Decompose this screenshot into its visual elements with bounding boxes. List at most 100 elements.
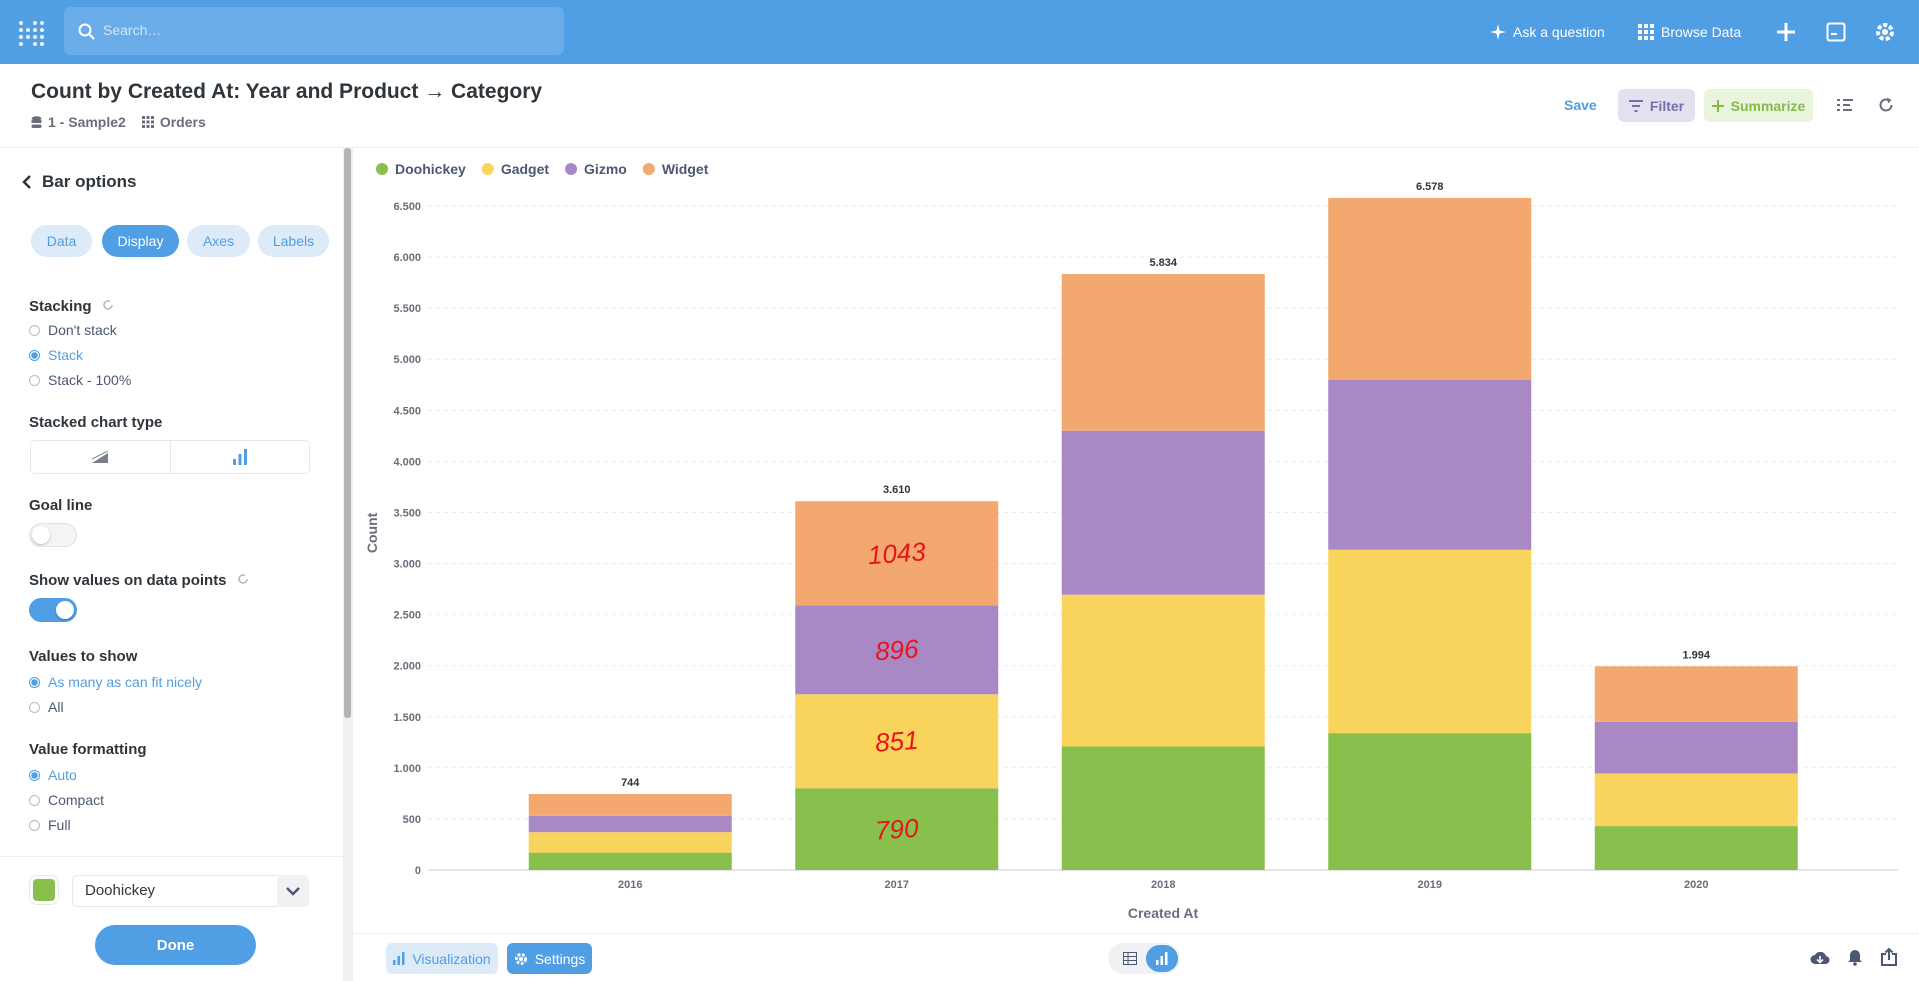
total-label: 3.610 [883,484,911,496]
total-label: 744 [621,777,640,789]
legend-label: Widget [662,161,709,177]
table-view[interactable] [1123,952,1137,965]
radio-option[interactable]: As many as can fit nicely [29,674,202,690]
filter-button[interactable]: Filter [1618,89,1695,122]
save-button[interactable]: Save [1564,97,1597,113]
annotation: 790 [874,813,920,846]
grid-icon [1638,24,1654,40]
legend-label: Gizmo [584,161,627,177]
radio-option[interactable]: All [29,699,64,715]
share-button[interactable] [1881,948,1897,966]
y-tick-label: 1.500 [393,712,421,724]
radio-label: As many as can fit nicely [48,674,203,690]
series-expand[interactable] [277,875,309,907]
done-button[interactable]: Done [95,925,256,965]
search-box[interactable]: Search… [64,7,564,55]
table-name[interactable]: Orders [159,114,206,130]
bar-segment [1061,594,1265,747]
view-toggle [1108,943,1180,974]
tab[interactable]: Display [102,225,179,257]
radio-option[interactable]: Don't stack [29,322,117,338]
chevron-left [22,175,31,189]
chart-view[interactable] [1146,945,1178,972]
toggle-knob [56,601,74,619]
area-option[interactable] [31,441,171,473]
new-button[interactable] [1776,22,1796,42]
bar-segment [1594,773,1798,827]
ask-question[interactable]: Ask a question [1490,18,1605,46]
summarize-button[interactable]: Summarize [1704,89,1813,122]
x-tick-label: 2020 [1684,879,1708,891]
radio-option[interactable]: Stack [29,347,83,363]
alert-button[interactable] [1847,949,1863,966]
y-tick-label: 5.000 [393,354,421,366]
browse-label: Browse Data [1661,24,1742,40]
radio-option[interactable]: Auto [29,767,77,783]
annotation: 1043 [867,536,927,570]
x-tick-label: 2017 [885,879,909,891]
y-tick-label: 6.500 [393,201,421,213]
show-values-text: Show values on data points [29,572,227,589]
total-label: 5.834 [1149,257,1177,269]
toggle[interactable] [29,523,77,547]
top-bar: Search… Ask a question Browse Data [0,0,1919,64]
legend-swatch [565,163,578,175]
toggle[interactable] [29,598,77,622]
settings-toggle[interactable]: Settings [507,943,592,974]
stacking-text: Stacking [29,298,92,315]
radio-label: Compact [48,792,105,808]
browse-data[interactable]: Browse Data [1638,18,1741,46]
y-tick-label: 5.500 [393,303,421,315]
radio-option[interactable]: Full [29,817,71,833]
refresh-button[interactable] [1878,97,1894,113]
visualization-button[interactable]: Visualization [386,943,498,974]
y-tick-label: 4.000 [393,456,421,468]
annotation: 896 [874,633,920,666]
series-name-input[interactable]: Doohickey [72,875,282,907]
database-name[interactable]: 1 - Sample2 [48,114,126,130]
settings-button[interactable] [1874,21,1896,43]
annotation: 851 [874,725,919,758]
back-button[interactable]: Bar options [22,172,136,192]
notebook-button[interactable] [1837,98,1853,112]
bar-segment [795,788,999,870]
sidebar: Bar options Stacking Stacked chart type … [0,148,352,981]
logo[interactable] [18,20,44,46]
legend-swatch [642,163,655,175]
bar-option[interactable] [171,441,310,473]
bar-icon [1156,952,1168,965]
tab[interactable]: Data [31,225,92,257]
bar-segment [795,605,999,695]
scrollbar-thumb[interactable] [344,148,351,718]
chevron-down [286,886,300,896]
reset-icon[interactable] [237,573,249,585]
question-title: Count by Created At: Year and Product → … [31,80,543,103]
reset-icon[interactable] [102,299,114,311]
y-tick-label: 4.500 [393,405,421,417]
database-icon [31,115,42,128]
radio [29,676,40,688]
sql-button[interactable] [1826,22,1846,42]
y-axis-title: Count [364,512,380,553]
filter-icon [1628,99,1643,112]
series-color[interactable] [29,875,59,905]
stacking-label: Stacking [29,298,114,315]
radio-option[interactable]: Compact [29,792,104,808]
stacked-type-toggle [30,440,310,474]
bar-segment [1594,826,1798,870]
y-tick-label: 3.500 [393,507,421,519]
bar-segment [1594,666,1798,722]
radio-option[interactable]: Stack - 100% [29,372,131,388]
show-values-label: Show values on data points [29,572,249,589]
gear-icon [514,952,527,965]
y-tick-label: 2.000 [393,661,421,673]
bar-segment [1328,549,1532,734]
download-button[interactable] [1810,950,1830,966]
radio-label: Auto [48,767,77,783]
area-icon [92,451,109,463]
bar-segment [1328,379,1532,550]
bar-segment [528,832,732,853]
values-to-show-label: Values to show [29,648,138,665]
tab[interactable]: Labels [258,225,329,257]
tab[interactable]: Axes [187,225,250,257]
